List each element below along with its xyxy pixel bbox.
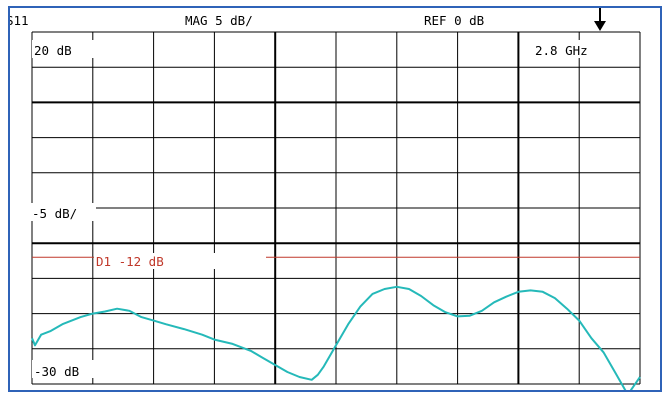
arrow-down-icon xyxy=(594,8,606,31)
reference-level: REF 0 dB xyxy=(424,13,484,28)
bottom-level-label: -30 dB xyxy=(34,364,79,379)
parameter-label: S11 xyxy=(10,13,29,28)
chart-plot: S11 MAG 5 dB/ REF 0 dB 20 dB 2.8 GHz -5 … xyxy=(10,8,641,390)
limit-line-label: D1 -12 dB xyxy=(96,254,164,269)
scale-per-division: MAG 5 dB/ xyxy=(185,13,253,28)
top-level-label: 20 dB xyxy=(34,43,72,58)
scale-label: -5 dB/ xyxy=(32,206,77,221)
grid-layer xyxy=(31,31,641,385)
frequency-label: 2.8 GHz xyxy=(535,43,588,58)
trace-layer xyxy=(31,285,641,390)
measurement-trace xyxy=(31,285,641,390)
chart-frame: S11 MAG 5 dB/ REF 0 dB 20 dB 2.8 GHz -5 … xyxy=(8,6,662,392)
